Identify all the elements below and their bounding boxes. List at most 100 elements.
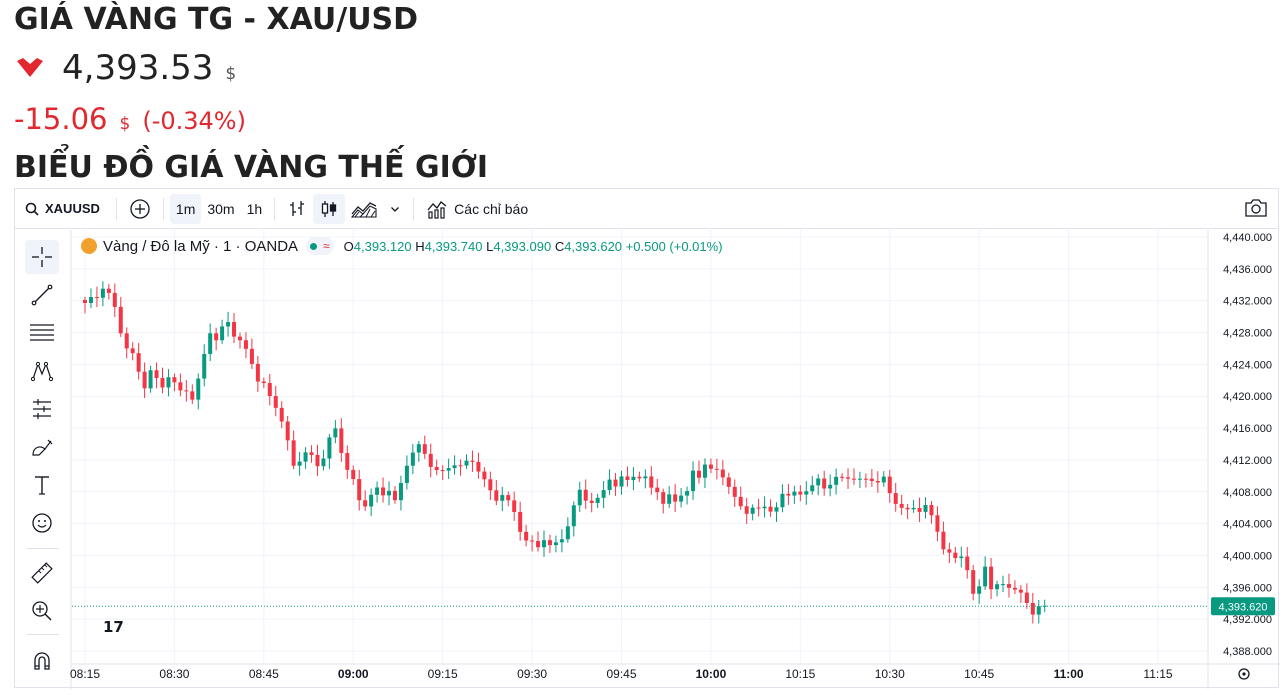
trend-line-icon <box>31 284 53 306</box>
candle-body <box>297 461 302 466</box>
candle-body <box>989 566 994 590</box>
candle-body <box>512 500 517 513</box>
candle-body <box>148 370 153 389</box>
interval-1m-button[interactable]: 1m <box>169 193 202 224</box>
candle-body <box>959 556 964 559</box>
tools-divider <box>27 634 59 635</box>
candle-body <box>846 477 851 479</box>
time-tick-label: 11:15 <box>1143 667 1172 681</box>
candle-body <box>452 465 457 469</box>
candle-body <box>214 333 219 341</box>
bars-icon <box>290 200 305 216</box>
wave-icon: ≈ <box>323 239 330 253</box>
candle-body <box>923 505 928 512</box>
price-tick-label: 4,432.000 <box>1223 296 1272 308</box>
price-row: 4,393.53 $ <box>14 48 236 88</box>
candle-body <box>756 507 761 509</box>
candle-body <box>190 391 195 400</box>
candle-body <box>631 476 636 481</box>
candle-body <box>166 377 171 388</box>
bar-chart-style-button[interactable] <box>281 194 313 224</box>
fib-tool[interactable] <box>25 316 59 350</box>
candle-body <box>696 470 701 478</box>
candles-icon <box>322 200 337 217</box>
candle-body <box>476 461 481 472</box>
candle-body <box>142 371 147 389</box>
text-tool[interactable] <box>25 468 59 502</box>
compare-symbol-button[interactable] <box>123 194 157 224</box>
candle-body <box>714 468 719 470</box>
candle-body <box>673 494 678 502</box>
candle-body <box>869 478 874 481</box>
symbol-search-button[interactable]: XAUUSD <box>15 194 106 224</box>
plus-circle-icon <box>130 198 150 219</box>
candlestick-chart[interactable]: 4,440.000 4,436.000 4,432.000 4,428.000 4,42… <box>15 189 1280 689</box>
candle-body <box>100 288 105 298</box>
chart-style-dropdown[interactable] <box>383 194 407 224</box>
candle-body <box>583 489 588 501</box>
high-label: H <box>415 238 425 254</box>
candle-body <box>321 458 326 467</box>
tradingview-widget: XAUUSD 1m 30m 1h Các chỉ báo <box>14 188 1280 689</box>
candle-body <box>667 494 672 504</box>
candle-chart-style-button[interactable] <box>313 193 346 224</box>
low-label: L <box>486 238 494 254</box>
indicators-button[interactable]: Các chỉ báo <box>420 194 534 224</box>
low-value: 4,393.090 <box>493 238 552 254</box>
time-tick-label: 10:30 <box>875 667 905 681</box>
candle-body <box>303 452 308 462</box>
candle-body <box>559 539 564 543</box>
time-tick-label: 11:00 <box>1054 667 1084 681</box>
candle-body <box>792 491 797 496</box>
price-tick-label: 4,436.000 <box>1223 264 1272 276</box>
market-open-dot <box>310 242 318 250</box>
brush-tool[interactable] <box>25 430 59 464</box>
zoom-in-tool[interactable] <box>25 594 59 628</box>
gold-icon <box>81 238 97 254</box>
candle-body <box>655 487 660 493</box>
candle-body <box>363 500 368 507</box>
current-price: 4,393.53 <box>62 48 214 88</box>
high-value: 4,393.740 <box>424 238 483 254</box>
candle-body <box>458 465 463 467</box>
candle-body <box>565 526 570 540</box>
candle-body <box>333 428 338 438</box>
area-chart-style-button[interactable] <box>345 194 383 224</box>
candle-body <box>905 507 910 510</box>
emoji-tool[interactable] <box>25 506 59 540</box>
candle-body <box>595 497 600 503</box>
candle-body <box>232 322 237 337</box>
time-tick-label: 10:00 <box>696 667 727 681</box>
candle-body <box>285 421 290 441</box>
candle-body <box>106 288 111 293</box>
symbol-label: XAUUSD <box>45 201 100 216</box>
candle-body <box>911 507 916 510</box>
toolbar-divider <box>413 197 415 220</box>
magnet-icon <box>34 652 50 670</box>
pattern-tool[interactable] <box>25 354 59 388</box>
market-status-badge[interactable]: ≈ <box>306 237 334 255</box>
prediction-tool[interactable] <box>25 392 59 426</box>
time-tick-label: 10:45 <box>964 667 994 681</box>
price-change: -15.06 <box>14 102 108 136</box>
candle-body <box>160 378 165 388</box>
chevron-down-icon <box>391 206 400 212</box>
candle-body <box>547 540 552 546</box>
candle-body <box>685 491 690 496</box>
candle-body <box>124 333 129 349</box>
candle-body <box>273 396 278 408</box>
candle-body <box>357 479 362 501</box>
candle-body <box>440 470 445 472</box>
magnet-tool[interactable] <box>25 644 59 678</box>
interval-30m-button[interactable]: 30m <box>207 200 235 217</box>
candle-body <box>416 444 421 453</box>
ruler-tool[interactable] <box>25 556 59 590</box>
emoji-icon <box>32 513 52 533</box>
trend-line-tool[interactable] <box>25 278 59 312</box>
price-tick-label: 4,388.000 <box>1223 646 1272 658</box>
candle-body <box>345 453 350 470</box>
indicators-label: Các chỉ báo <box>454 200 529 217</box>
crosshair-tool[interactable] <box>25 240 59 274</box>
screenshot-button[interactable] <box>1244 197 1268 222</box>
interval-1h-button[interactable]: 1h <box>246 200 263 217</box>
